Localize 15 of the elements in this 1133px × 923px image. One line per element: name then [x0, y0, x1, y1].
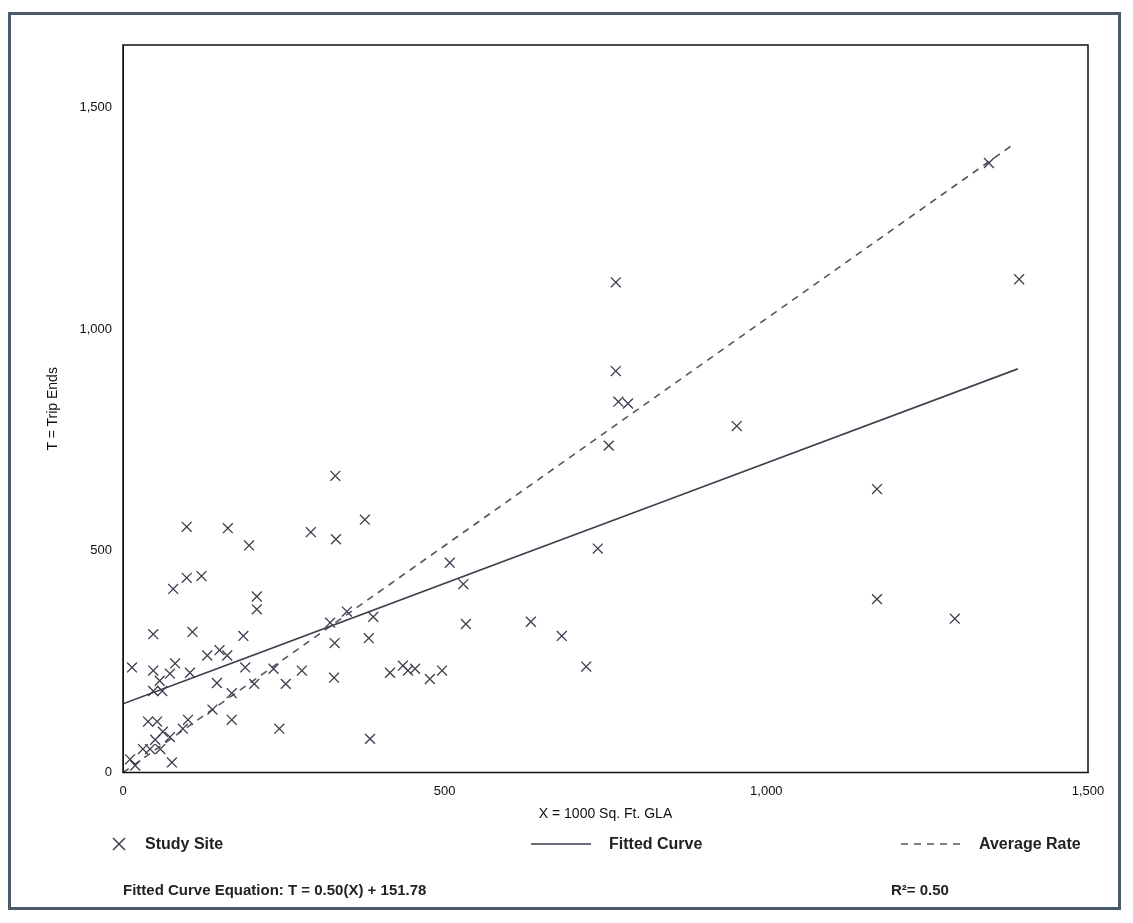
y-axis-title: T = Trip Ends	[44, 367, 61, 451]
text: Fitted Curve Equation: T = 0.50(X) + 151.78	[123, 881, 427, 898]
legend-label: Average Rate	[979, 835, 1081, 853]
x-tick-label: 0	[119, 782, 127, 798]
x-tick-label: 1,000	[750, 782, 783, 798]
y-tick-label: 1,500	[79, 98, 112, 114]
x-axis-title: X = 1000 Sq. Ft. GLA	[538, 805, 673, 822]
y-tick-label: 0	[104, 764, 112, 780]
text: R²= 0.50	[891, 881, 949, 898]
legend-label: Study Site	[145, 835, 224, 853]
x-tick-label: 1,500	[1071, 782, 1105, 798]
y-tick-label: 500	[90, 542, 112, 558]
y-tick-label: 1,000	[79, 320, 112, 336]
legend-label: Fitted Curve	[609, 835, 703, 853]
x-tick-label: 500	[433, 782, 456, 798]
